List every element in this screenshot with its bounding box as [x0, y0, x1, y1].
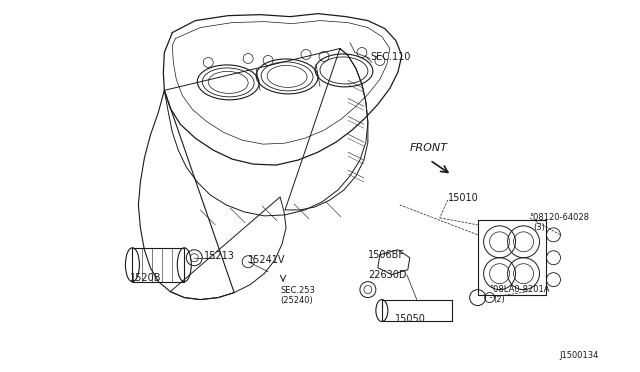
Text: J1500134: J1500134 [559, 351, 599, 360]
Text: FRONT: FRONT [410, 143, 448, 153]
Text: 1506BF: 1506BF [368, 250, 405, 260]
Text: 22630D: 22630D [368, 270, 406, 280]
Text: SEC.253: SEC.253 [280, 286, 315, 295]
Text: °08LA0-8201A: °08LA0-8201A [490, 285, 550, 294]
Text: SEC.110: SEC.110 [370, 52, 410, 62]
Text: 1520B: 1520B [131, 273, 162, 283]
Text: 15010: 15010 [448, 193, 479, 203]
Text: °08120-64028: °08120-64028 [529, 214, 589, 222]
Text: 15050: 15050 [395, 314, 426, 324]
Text: 15213: 15213 [204, 251, 235, 261]
Text: (3): (3) [534, 223, 545, 232]
Text: (25240): (25240) [280, 296, 313, 305]
Text: 15241V: 15241V [248, 255, 285, 265]
Text: (2): (2) [493, 295, 506, 304]
